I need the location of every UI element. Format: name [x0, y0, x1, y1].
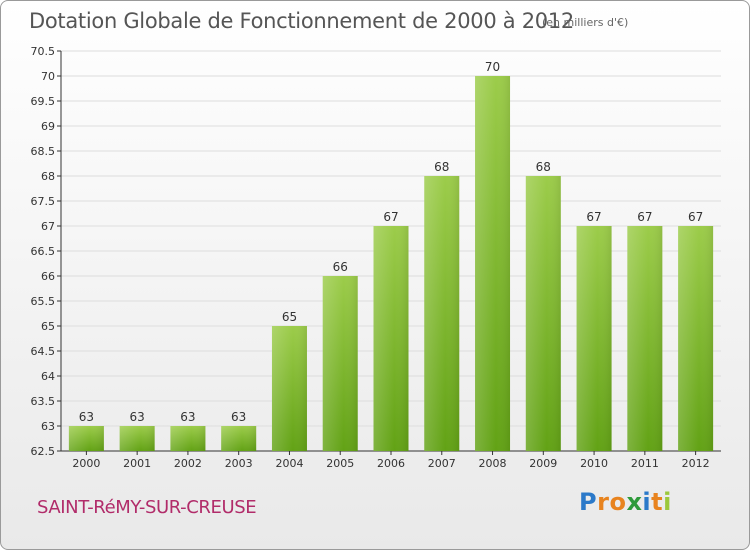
- y-tick-label: 67: [41, 220, 55, 233]
- unit-note: (en milliers d'€): [542, 16, 629, 29]
- bar-shade: [576, 226, 612, 451]
- bar-value-label: 68: [536, 160, 551, 174]
- x-tick-label: 2004: [275, 457, 303, 470]
- x-tick-label: 2010: [580, 457, 608, 470]
- bar-value-label: 63: [79, 410, 94, 424]
- bar-shade: [678, 226, 714, 451]
- bar-shade: [322, 276, 358, 451]
- bar-shade: [119, 426, 155, 451]
- y-tick-label: 70: [41, 70, 55, 83]
- bar-shade: [627, 226, 663, 451]
- y-tick-label: 66.5: [31, 245, 56, 258]
- labels: 63 2000 63 2001 63 2002 63 2003 65 2004 66 2005 67 20…: [72, 60, 709, 470]
- bar-value-label: 67: [586, 210, 601, 224]
- bar-value-label: 66: [333, 260, 348, 274]
- bar-shade: [525, 176, 561, 451]
- x-tick-label: 2006: [377, 457, 405, 470]
- bar-shade: [373, 226, 409, 451]
- y-tick-label: 64: [41, 370, 55, 383]
- bar-shade: [271, 326, 307, 451]
- x-tick-label: 2002: [174, 457, 202, 470]
- bar-value-label: 67: [383, 210, 398, 224]
- logo-letter: i: [642, 488, 652, 516]
- bar-value-label: 63: [180, 410, 195, 424]
- x-tick-label: 2001: [123, 457, 151, 470]
- x-tick-label: 2000: [72, 457, 100, 470]
- y-tick-label: 63.5: [31, 395, 56, 408]
- y-tick-label: 67.5: [31, 195, 56, 208]
- y-tick-label: 65.5: [31, 295, 56, 308]
- chart-title: Dotation Globale de Fonctionnement de 20…: [29, 9, 574, 33]
- bar-shade: [170, 426, 206, 451]
- y-tick-label: 68.5: [31, 145, 56, 158]
- x-tick-label: 2007: [428, 457, 456, 470]
- proxiti-logo[interactable]: Proxiti: [579, 488, 672, 516]
- x-tick-label: 2003: [225, 457, 253, 470]
- y-tick-label: 69.5: [31, 95, 56, 108]
- bar-value-label: 68: [434, 160, 449, 174]
- y-tick-label: 68: [41, 170, 55, 183]
- y-tick-label: 63: [41, 420, 55, 433]
- bar-value-label: 67: [637, 210, 652, 224]
- x-tick-label: 2012: [682, 457, 710, 470]
- bar-value-label: 65: [282, 310, 297, 324]
- x-tick-label: 2005: [326, 457, 354, 470]
- bar-shade: [475, 76, 511, 451]
- logo-letter: P: [579, 488, 598, 516]
- bar-value-label: 63: [130, 410, 145, 424]
- y-tick-label: 66: [41, 270, 55, 283]
- y-tick-label: 69: [41, 120, 55, 133]
- bars: [68, 76, 714, 451]
- logo-letter: i: [663, 488, 672, 516]
- logo-letter: x: [626, 488, 643, 516]
- bar-value-label: 70: [485, 60, 500, 74]
- y-tick-label: 62.5: [31, 445, 56, 458]
- y-tick-label: 70.5: [31, 45, 56, 58]
- y-tick-label: 65: [41, 320, 55, 333]
- logo-letter: o: [609, 488, 627, 516]
- bar-shade: [221, 426, 257, 451]
- commune-name: SAINT-RéMY-SUR-CREUSE: [37, 497, 257, 518]
- logo-letter: t: [651, 488, 664, 516]
- y-tick-label: 64.5: [31, 345, 56, 358]
- x-tick-label: 2009: [529, 457, 557, 470]
- x-tick-label: 2011: [631, 457, 659, 470]
- bar-shade: [424, 176, 460, 451]
- bar-value-label: 63: [231, 410, 246, 424]
- bar-shade: [68, 426, 104, 451]
- x-tick-label: 2008: [479, 457, 507, 470]
- logo-letter: r: [597, 488, 610, 516]
- bar-value-label: 67: [688, 210, 703, 224]
